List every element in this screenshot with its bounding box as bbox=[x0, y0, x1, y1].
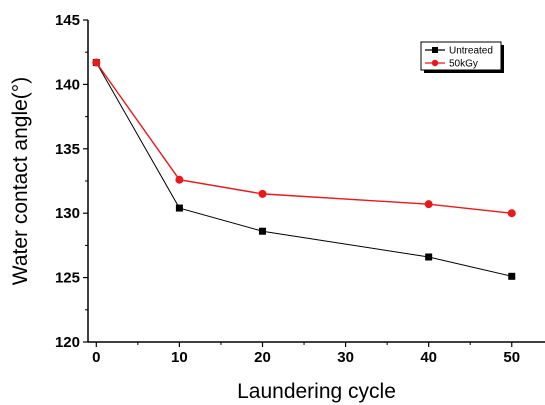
legend-marker bbox=[431, 59, 439, 67]
x-axis-title: Laundering cycle bbox=[237, 380, 396, 403]
x-tick-label: 10 bbox=[171, 349, 188, 366]
x-tick-label: 30 bbox=[337, 349, 354, 366]
x-tick-label: 50 bbox=[503, 349, 520, 366]
series-50kgy bbox=[92, 58, 516, 218]
data-point bbox=[508, 272, 516, 280]
x-tick-label: 40 bbox=[420, 349, 437, 366]
y-tick-label: 145 bbox=[55, 12, 80, 29]
data-point bbox=[258, 189, 267, 198]
y-axis-title: Water contact angle(°) bbox=[9, 77, 32, 285]
data-point bbox=[92, 58, 101, 67]
x-tick-label: 20 bbox=[254, 349, 271, 366]
legend: Untreated 50kGy bbox=[420, 41, 504, 73]
data-point bbox=[175, 204, 183, 212]
series-untreated bbox=[92, 59, 516, 280]
data-point bbox=[175, 175, 184, 184]
y-tick-label: 120 bbox=[55, 334, 80, 351]
legend-label: 50kGy bbox=[449, 59, 478, 70]
data-point bbox=[258, 227, 266, 235]
series-layer bbox=[92, 58, 516, 280]
legend-marker bbox=[432, 47, 438, 53]
series-line bbox=[95, 62, 512, 214]
y-tick-label: 140 bbox=[55, 76, 80, 93]
y-tick-label: 135 bbox=[55, 141, 80, 158]
data-point bbox=[424, 200, 433, 209]
x-axis-ticks: 0 10 20 30 40 50 bbox=[92, 342, 520, 366]
legend-item: 50kGy bbox=[425, 59, 478, 70]
data-point bbox=[507, 209, 516, 218]
legend-label: Untreated bbox=[449, 46, 493, 57]
y-axis-ticks: 120 125 130 135 140 145 bbox=[55, 12, 88, 351]
x-tick-label: 0 bbox=[92, 349, 100, 366]
series-line bbox=[95, 62, 512, 277]
y-tick-label: 125 bbox=[55, 270, 80, 287]
legend-item: Untreated bbox=[425, 46, 493, 57]
y-tick-label: 130 bbox=[55, 205, 80, 222]
data-point bbox=[425, 253, 433, 261]
